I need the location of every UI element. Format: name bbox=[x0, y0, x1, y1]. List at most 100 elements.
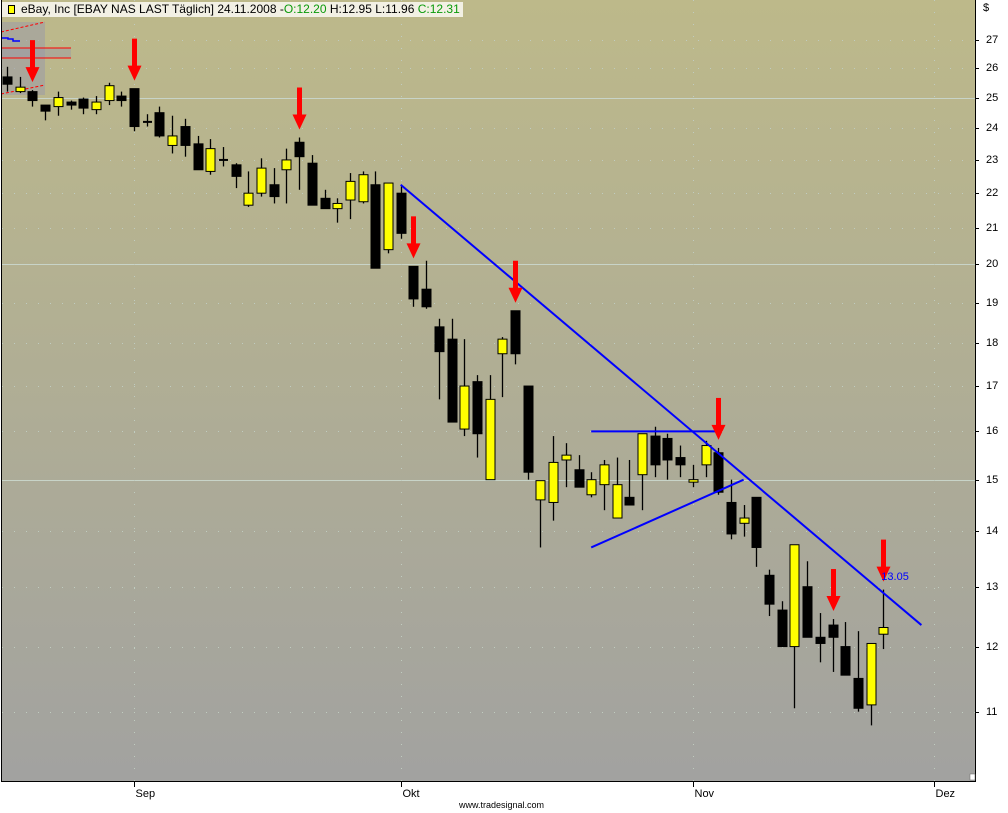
candle bbox=[878, 589, 889, 650]
candle-body bbox=[358, 174, 369, 203]
arrow-shaft bbox=[297, 87, 302, 118]
candle-body bbox=[193, 143, 204, 171]
y-tick-label: 16 bbox=[986, 424, 999, 437]
candle-body bbox=[688, 479, 699, 483]
candle-body bbox=[485, 398, 496, 481]
candle bbox=[294, 137, 305, 190]
candle-body bbox=[345, 180, 356, 201]
candle-body bbox=[777, 609, 788, 648]
candle-body bbox=[231, 164, 242, 177]
arrow-head bbox=[508, 287, 523, 303]
candle-body bbox=[713, 452, 724, 493]
red-down-arrow-icon bbox=[25, 40, 40, 83]
candle bbox=[2, 66, 13, 92]
header-open: O:12.20 bbox=[283, 2, 327, 16]
candle-body bbox=[726, 501, 737, 535]
candle-body bbox=[2, 76, 13, 85]
candle bbox=[751, 496, 762, 567]
candle-body bbox=[828, 624, 839, 638]
candle-body bbox=[434, 326, 445, 353]
y-axis bbox=[975, 40, 979, 713]
candle-body bbox=[472, 381, 483, 435]
candle bbox=[472, 375, 483, 458]
header-symbol: eBay, Inc [EBAY NAS LAST Täglich] 24.11.… bbox=[21, 2, 284, 16]
candle bbox=[650, 426, 661, 478]
candle bbox=[180, 118, 191, 157]
candle-body bbox=[180, 126, 191, 146]
candle-body bbox=[167, 135, 178, 146]
arrow-shaft bbox=[411, 216, 416, 247]
candle bbox=[269, 168, 280, 204]
candle-body bbox=[675, 457, 686, 466]
candle bbox=[27, 90, 38, 107]
x-tick-label: Sep bbox=[135, 788, 156, 800]
y-tick-label: 18 bbox=[986, 336, 999, 349]
arrow-shaft bbox=[513, 260, 518, 291]
candle-body bbox=[320, 197, 331, 210]
candle bbox=[53, 91, 64, 116]
candle bbox=[586, 472, 597, 498]
candle bbox=[320, 189, 331, 210]
candle-body bbox=[612, 484, 623, 519]
signal-arrows bbox=[25, 38, 891, 612]
arrow-head bbox=[711, 424, 726, 440]
candle bbox=[434, 318, 445, 400]
candle bbox=[345, 173, 356, 220]
candle bbox=[510, 310, 521, 365]
candle-body bbox=[548, 461, 559, 503]
resize-handle[interactable] bbox=[969, 773, 976, 781]
candle-body bbox=[154, 112, 165, 137]
candle-body bbox=[662, 437, 673, 461]
y-tick-label: 20 bbox=[986, 257, 999, 270]
y-tick-label: 15 bbox=[986, 473, 999, 486]
x-tick-label: Dez bbox=[935, 788, 956, 800]
candle-body bbox=[269, 184, 280, 198]
arrow-shaft bbox=[716, 397, 721, 428]
candle bbox=[66, 100, 77, 110]
arrow-head bbox=[292, 114, 307, 130]
candle bbox=[307, 155, 318, 206]
drawing-object-box bbox=[0, 21, 71, 95]
watermark: www.tradesignal.com bbox=[459, 800, 545, 810]
header-close: C:12.31 bbox=[417, 2, 460, 16]
annotations: 13.05 bbox=[881, 571, 909, 583]
candle bbox=[116, 91, 127, 107]
candle-body bbox=[396, 192, 407, 234]
y-tick-label: 13 bbox=[986, 580, 999, 593]
candle bbox=[688, 464, 699, 488]
candle-body bbox=[219, 158, 228, 161]
candle-body bbox=[143, 120, 152, 123]
y-tick-label: 19 bbox=[986, 296, 999, 309]
candle-body bbox=[205, 148, 216, 172]
candle bbox=[637, 433, 648, 511]
candle bbox=[281, 148, 292, 204]
candle-body bbox=[447, 338, 458, 423]
candle bbox=[370, 171, 381, 269]
candle-body bbox=[78, 98, 89, 109]
candle-body bbox=[802, 586, 813, 638]
price-annotation: 13.05 bbox=[881, 571, 909, 583]
arrow-head bbox=[826, 596, 841, 612]
candle bbox=[535, 480, 546, 548]
candle-body bbox=[701, 445, 712, 466]
candle bbox=[256, 158, 267, 197]
currency-label: $ bbox=[983, 2, 990, 14]
candle bbox=[332, 198, 343, 223]
candle bbox=[561, 443, 572, 488]
candle-body bbox=[510, 310, 521, 355]
candle bbox=[802, 561, 813, 638]
candle-icon bbox=[8, 5, 15, 14]
y-tick-label: 21 bbox=[986, 221, 999, 234]
y-tick-label: 17 bbox=[986, 379, 999, 392]
candle-body bbox=[789, 544, 800, 648]
candles bbox=[2, 66, 889, 726]
candle-body bbox=[459, 385, 470, 430]
candle-body bbox=[294, 141, 305, 158]
candle bbox=[789, 544, 800, 709]
candle-body bbox=[307, 162, 318, 206]
candle bbox=[624, 459, 635, 506]
candle-body bbox=[243, 192, 254, 206]
candle-body bbox=[129, 88, 140, 128]
trendlines bbox=[400, 183, 923, 626]
candle-body bbox=[878, 626, 889, 635]
